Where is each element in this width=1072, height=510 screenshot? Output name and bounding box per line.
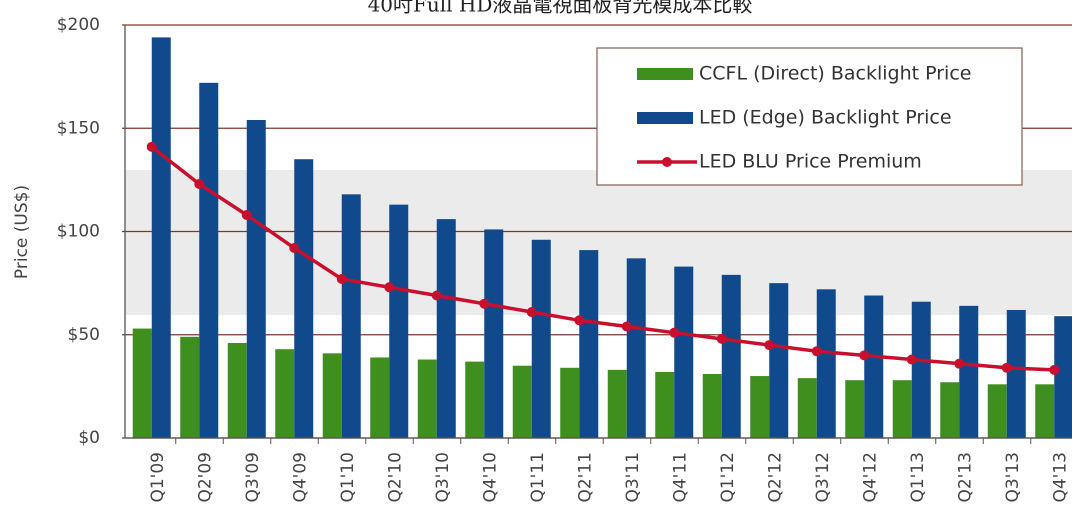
x-tick-label: Q2'09 — [195, 452, 215, 503]
y-tick-label: $200 — [57, 15, 100, 35]
bar — [180, 336, 200, 438]
bar — [1006, 309, 1026, 438]
chart-title: 40吋Full HD液晶電視面板背光模成本比較 — [368, 0, 753, 17]
bar — [845, 380, 865, 438]
line-point — [241, 209, 252, 220]
bar — [246, 119, 266, 439]
bar — [769, 283, 789, 438]
bar — [655, 371, 675, 438]
line-point — [384, 282, 395, 293]
bar — [417, 359, 437, 438]
bar — [721, 274, 741, 438]
line-point — [146, 141, 157, 152]
bar — [1035, 384, 1055, 438]
x-tick-label: Q4'10 — [480, 452, 500, 503]
x-tick-label: Q4'09 — [290, 452, 310, 503]
bar — [436, 219, 456, 438]
x-tick-label: Q3'10 — [433, 452, 453, 503]
line-point — [431, 290, 442, 301]
line-point — [954, 358, 965, 369]
line — [150, 145, 1055, 372]
legend-label: LED (Edge) Backlight Price — [699, 107, 952, 129]
x-tick-label: Q2'11 — [575, 452, 595, 503]
line-point — [859, 350, 870, 361]
bar — [579, 250, 599, 438]
legend-label: LED BLU Price Premium — [699, 151, 922, 173]
x-tick-label: Q1'10 — [338, 452, 358, 503]
x-tick-label: Q1'12 — [718, 452, 738, 503]
bar — [531, 239, 551, 438]
bar — [797, 378, 817, 438]
x-tick-label: Q1'13 — [908, 452, 928, 503]
y-tick-label: $100 — [57, 222, 100, 242]
bar — [750, 376, 770, 438]
line-point — [811, 346, 822, 357]
bar — [626, 258, 646, 438]
line-point — [906, 354, 917, 365]
plot-shade — [125, 170, 1072, 315]
y-tick-label: $50 — [68, 325, 100, 345]
bar — [199, 82, 219, 438]
bar — [816, 289, 836, 438]
line-point — [526, 307, 537, 318]
bar — [864, 295, 884, 438]
bar — [512, 365, 532, 438]
bar — [275, 349, 295, 438]
x-tick-label: Q1'11 — [528, 452, 548, 503]
x-tick-label: Q3'11 — [623, 452, 643, 503]
bar — [389, 204, 409, 438]
y-axis-label: Price (US$) — [12, 185, 32, 279]
x-tick-label: Q4'11 — [670, 452, 690, 503]
bar — [484, 229, 504, 438]
bar — [465, 361, 485, 438]
line-point — [194, 179, 205, 190]
bar — [892, 380, 912, 438]
bar — [132, 328, 152, 438]
line-point — [716, 333, 727, 344]
y-tick-label: $0 — [78, 428, 100, 448]
bar — [341, 194, 361, 438]
bar — [151, 37, 171, 438]
line-point — [289, 243, 300, 254]
bar — [940, 382, 960, 438]
legend-label: CCFL (Direct) Backlight Price — [699, 63, 971, 85]
line-point — [574, 315, 585, 326]
line-point — [1001, 362, 1012, 373]
x-tick-label: Q3'13 — [1003, 452, 1023, 503]
x-tick-label: Q2'10 — [385, 452, 405, 503]
line-point — [336, 273, 347, 284]
line-point — [1049, 364, 1060, 375]
x-tick-label: Q2'13 — [955, 452, 975, 503]
legend-swatch — [662, 157, 672, 167]
y-tick-label: $150 — [57, 118, 100, 138]
line-point — [669, 327, 680, 338]
line-point — [621, 321, 632, 332]
bar — [607, 369, 627, 438]
bar — [911, 301, 931, 438]
bar — [370, 357, 390, 438]
bar — [674, 266, 694, 438]
x-tick-label: Q2'12 — [765, 452, 785, 503]
bar — [227, 343, 247, 438]
x-tick-label: Q3'12 — [813, 452, 833, 503]
line-point — [764, 340, 775, 351]
bar — [959, 305, 979, 438]
legend-swatch — [637, 112, 693, 124]
bar — [294, 159, 314, 438]
legend-swatch — [637, 68, 693, 80]
x-tick-label: Q4'12 — [860, 452, 880, 503]
x-tick-label: Q4'13 — [1050, 452, 1070, 503]
bar — [1054, 316, 1072, 438]
bar — [322, 353, 342, 438]
line-point — [479, 298, 490, 309]
bar — [702, 373, 722, 438]
x-tick-label: Q3'09 — [243, 452, 263, 503]
bar — [987, 384, 1007, 438]
x-tick-label: Q1'09 — [148, 452, 168, 503]
bar — [560, 367, 580, 438]
